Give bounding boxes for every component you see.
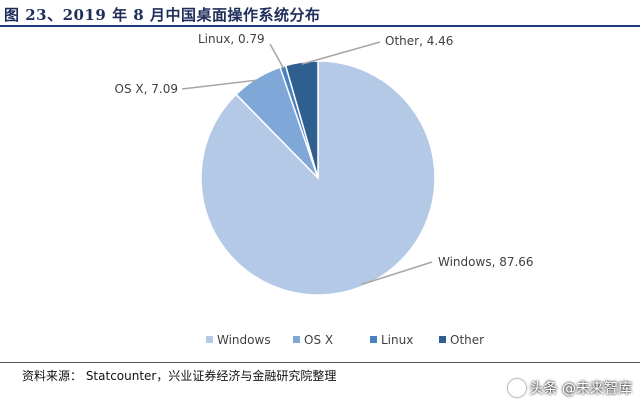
watermark: 头条 @未来智库 xyxy=(507,378,632,398)
leader-line-other xyxy=(301,41,381,65)
pie-slice-other xyxy=(284,60,319,179)
data-label-other: Other, 4.46 xyxy=(385,34,453,48)
legend-label-other: Other xyxy=(450,333,484,347)
watermark-logo-icon xyxy=(507,379,526,397)
watermark-text: 头条 @未来智库 xyxy=(529,381,632,397)
pie-slices xyxy=(200,60,436,296)
legend-swatch-other xyxy=(439,336,446,343)
data-label-os-x: OS X, 7.09 xyxy=(115,82,178,96)
leader-line-os-x xyxy=(181,79,258,90)
legend-swatch-linux xyxy=(370,336,377,343)
leader-lines xyxy=(181,41,433,286)
title-rule xyxy=(0,25,640,27)
source-note: 资料来源： Statcounter，兴业证券经济与金融研究院整理 xyxy=(22,369,337,383)
legend-label-linux: Linux xyxy=(381,333,413,347)
legend-label-windows: Windows xyxy=(217,333,271,347)
leader-line-windows xyxy=(361,261,433,286)
bottom-rule xyxy=(0,362,640,363)
data-label-windows: Windows, 87.66 xyxy=(438,255,534,269)
figure-title: 图 23、2019 年 8 月中国桌面操作系统分布 xyxy=(4,6,321,24)
legend-swatch-windows xyxy=(206,336,213,343)
leader-line-linux xyxy=(269,43,285,69)
data-labels: Windows, 87.66 OS X, 7.09 Linux, 0.79 Other… xyxy=(115,32,534,269)
legend-label-os-x: OS X xyxy=(304,333,333,347)
data-label-linux: Linux, 0.79 xyxy=(198,32,265,46)
legend: Windows OS X Linux Other xyxy=(206,333,484,347)
pie-chart: Windows, 87.66 OS X, 7.09 Linux, 0.79 Other… xyxy=(115,32,534,347)
legend-swatch-os-x xyxy=(293,336,300,343)
